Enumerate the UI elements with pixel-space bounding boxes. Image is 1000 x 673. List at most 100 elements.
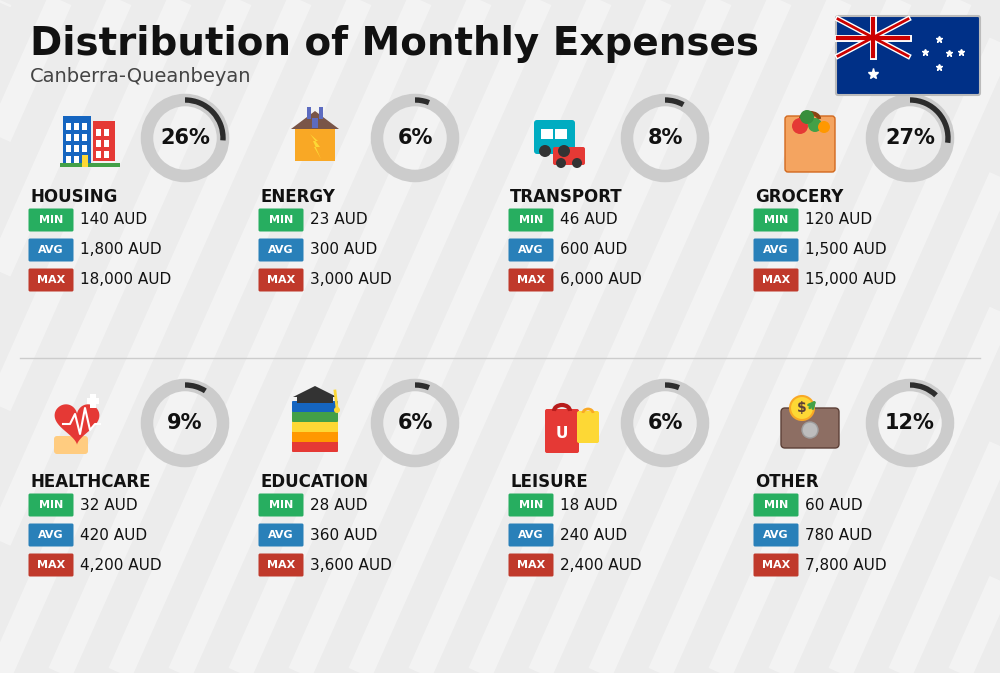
Text: MIN: MIN xyxy=(269,215,293,225)
Text: MAX: MAX xyxy=(267,275,295,285)
Bar xyxy=(66,145,71,152)
Text: 360 AUD: 360 AUD xyxy=(310,528,377,542)
Text: HEALTHCARE: HEALTHCARE xyxy=(30,473,150,491)
FancyBboxPatch shape xyxy=(258,269,304,291)
Text: MAX: MAX xyxy=(37,275,65,285)
Text: MAX: MAX xyxy=(267,560,295,570)
Text: 600 AUD: 600 AUD xyxy=(560,242,627,258)
Bar xyxy=(319,107,323,119)
Bar xyxy=(74,134,79,141)
FancyBboxPatch shape xyxy=(534,120,575,154)
Text: ENERGY: ENERGY xyxy=(260,188,335,206)
Bar xyxy=(87,398,99,404)
Bar xyxy=(96,140,101,147)
Wedge shape xyxy=(185,382,207,393)
Bar xyxy=(82,145,87,152)
Circle shape xyxy=(539,145,551,157)
Bar xyxy=(82,156,87,163)
Text: AVG: AVG xyxy=(763,530,789,540)
Text: 1,500 AUD: 1,500 AUD xyxy=(805,242,887,258)
Bar xyxy=(82,123,87,130)
Text: 9%: 9% xyxy=(167,413,203,433)
Polygon shape xyxy=(55,404,99,445)
Polygon shape xyxy=(291,111,339,129)
Circle shape xyxy=(556,158,566,168)
Text: TRANSPORT: TRANSPORT xyxy=(510,188,623,206)
FancyBboxPatch shape xyxy=(28,209,74,232)
FancyBboxPatch shape xyxy=(836,16,980,95)
Text: 23 AUD: 23 AUD xyxy=(310,213,368,227)
Text: 46 AUD: 46 AUD xyxy=(560,213,618,227)
Circle shape xyxy=(558,145,570,157)
Bar xyxy=(93,121,115,161)
Wedge shape xyxy=(185,98,226,141)
Text: 300 AUD: 300 AUD xyxy=(310,242,377,258)
Circle shape xyxy=(792,118,808,134)
FancyBboxPatch shape xyxy=(754,493,798,516)
Bar xyxy=(96,129,101,136)
Text: MIN: MIN xyxy=(764,500,788,510)
Text: MIN: MIN xyxy=(39,215,63,225)
Text: 7,800 AUD: 7,800 AUD xyxy=(805,557,887,573)
FancyBboxPatch shape xyxy=(28,553,74,577)
Text: 3,600 AUD: 3,600 AUD xyxy=(310,557,392,573)
Bar xyxy=(104,140,109,147)
Text: 3,000 AUD: 3,000 AUD xyxy=(310,273,392,287)
FancyBboxPatch shape xyxy=(292,401,338,412)
Circle shape xyxy=(334,407,340,413)
Text: MAX: MAX xyxy=(517,560,545,570)
Text: 18 AUD: 18 AUD xyxy=(560,497,618,513)
Text: 2,400 AUD: 2,400 AUD xyxy=(560,557,642,573)
Text: 32 AUD: 32 AUD xyxy=(80,497,138,513)
Text: MIN: MIN xyxy=(39,500,63,510)
Text: MAX: MAX xyxy=(517,275,545,285)
Bar xyxy=(63,116,91,166)
FancyBboxPatch shape xyxy=(754,553,798,577)
Text: HOUSING: HOUSING xyxy=(30,188,117,206)
Wedge shape xyxy=(415,382,430,390)
Text: $: $ xyxy=(797,401,807,415)
Text: 27%: 27% xyxy=(885,128,935,148)
FancyBboxPatch shape xyxy=(54,436,88,454)
Bar xyxy=(82,155,88,167)
Bar xyxy=(104,151,109,158)
Text: MAX: MAX xyxy=(762,560,790,570)
Bar xyxy=(74,123,79,130)
FancyBboxPatch shape xyxy=(509,238,554,262)
Text: Distribution of Monthly Expenses: Distribution of Monthly Expenses xyxy=(30,25,759,63)
FancyBboxPatch shape xyxy=(509,493,554,516)
Text: 240 AUD: 240 AUD xyxy=(560,528,627,542)
Bar xyxy=(295,129,335,161)
Text: U: U xyxy=(556,425,568,441)
Text: AVG: AVG xyxy=(518,530,544,540)
Text: 6,000 AUD: 6,000 AUD xyxy=(560,273,642,287)
FancyBboxPatch shape xyxy=(292,441,338,452)
Wedge shape xyxy=(415,98,430,105)
Bar xyxy=(74,145,79,152)
Circle shape xyxy=(800,110,814,124)
Text: MIN: MIN xyxy=(764,215,788,225)
FancyBboxPatch shape xyxy=(509,524,554,546)
Bar xyxy=(66,134,71,141)
Text: 6%: 6% xyxy=(397,413,433,433)
Bar xyxy=(60,163,120,167)
Bar xyxy=(66,156,71,163)
Text: 26%: 26% xyxy=(160,128,210,148)
FancyBboxPatch shape xyxy=(754,269,798,291)
Text: LEISURE: LEISURE xyxy=(510,473,588,491)
FancyBboxPatch shape xyxy=(754,238,798,262)
Bar xyxy=(90,394,96,408)
FancyBboxPatch shape xyxy=(28,493,74,516)
Text: MIN: MIN xyxy=(519,500,543,510)
Bar xyxy=(307,107,311,119)
Text: 1,800 AUD: 1,800 AUD xyxy=(80,242,162,258)
Text: 18,000 AUD: 18,000 AUD xyxy=(80,273,171,287)
Bar xyxy=(82,134,87,141)
Text: 8%: 8% xyxy=(647,128,683,148)
Bar xyxy=(74,156,79,163)
Text: AVG: AVG xyxy=(268,245,294,255)
Polygon shape xyxy=(293,386,337,397)
Wedge shape xyxy=(665,382,680,390)
FancyBboxPatch shape xyxy=(754,209,798,232)
Bar xyxy=(297,397,333,403)
